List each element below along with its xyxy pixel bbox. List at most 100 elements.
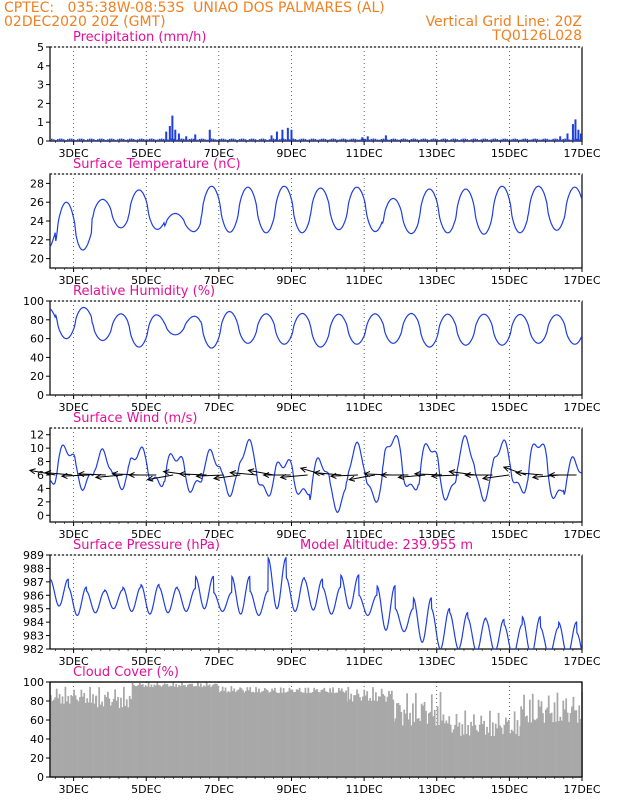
wind-arrow-head [279, 473, 287, 480]
x-tick-label: 5DEC [131, 528, 161, 541]
cloud-bar [459, 735, 462, 777]
precip-bar [200, 138, 203, 141]
cloud-bar [388, 690, 390, 777]
wind-arrow [45, 472, 73, 476]
cloud-bar [298, 687, 301, 777]
cloud-bar [146, 686, 148, 777]
precip-bar [470, 139, 473, 141]
cloud-bar [537, 699, 540, 777]
precip-bar [346, 139, 349, 141]
cloud-bar [571, 706, 573, 777]
cloud-bar [441, 720, 443, 777]
cloud-bar [68, 703, 71, 777]
cloud-bar [218, 692, 221, 777]
precip-bar [342, 138, 345, 141]
panel-title: Relative Humidity (%) [73, 284, 215, 299]
precip-bar [196, 139, 199, 141]
precip-bar [476, 139, 479, 141]
cloud-bar [240, 688, 243, 777]
precip-bar [316, 139, 319, 141]
cloud-bar [201, 687, 204, 777]
precip-bar [304, 139, 307, 141]
precip-bar [156, 139, 159, 141]
cloud-bar [214, 683, 217, 777]
precip-bar [426, 139, 429, 141]
cloud-bar [458, 722, 461, 777]
wind-arrow [516, 472, 543, 476]
cloud-bar [52, 699, 55, 777]
precip-bar [104, 139, 107, 141]
cloud-bar [386, 696, 389, 777]
cloud-bar [237, 689, 240, 777]
precip-bar [506, 138, 508, 141]
cloud-bar [186, 684, 189, 777]
x-tick-label: 3DEC [59, 147, 89, 160]
cloud-bar [512, 731, 515, 777]
x-tick-label: 11DEC [346, 783, 383, 796]
cloud-bar [333, 692, 336, 777]
precip-bar [490, 139, 493, 141]
cloud-bar [239, 687, 241, 777]
y-tick-label: 4 [37, 60, 44, 73]
precip-bar [160, 138, 163, 141]
precip-bar [312, 138, 315, 141]
series-line [50, 555, 582, 649]
y-tick-label: 1 [37, 116, 44, 129]
cloud-bar [301, 692, 304, 777]
cloud-bar [77, 701, 80, 777]
panel-subtitle: Model Altitude: 239.955 m [300, 538, 473, 553]
precip-bar [102, 139, 105, 141]
cloud-bar [542, 713, 544, 777]
header-date-line: 02DEC2020 20Z (GMT) [4, 14, 166, 30]
cloud-bar [433, 709, 436, 777]
cloud-bar [169, 685, 172, 777]
precip-bar [266, 140, 269, 141]
x-tick-label: 9DEC [276, 401, 306, 414]
precip-bar [308, 139, 311, 141]
cloud-bar [566, 712, 569, 777]
y-tick-label: 26 [30, 196, 44, 209]
precip-bar [298, 139, 301, 141]
cloud-bar [429, 711, 432, 777]
precip-bar [94, 139, 97, 141]
cloud-bar [426, 723, 429, 777]
cloud-bar [515, 733, 517, 777]
x-tick-label: 5DEC [131, 147, 161, 160]
precip-bar [88, 138, 91, 141]
precip-bar [336, 139, 339, 141]
precip-bar [378, 139, 381, 141]
cloud-bar [175, 684, 178, 777]
precip-bar [422, 138, 425, 141]
cloud-bar [563, 709, 566, 777]
cloud-bar [324, 691, 327, 777]
cloud-bar [230, 686, 233, 777]
cloud-bar [234, 692, 237, 777]
x-tick-label: 9DEC [276, 147, 306, 160]
precip-bar [354, 138, 357, 141]
x-tick-label: 7DEC [204, 655, 234, 668]
cloud-bar [70, 695, 73, 777]
cloud-bar [523, 694, 525, 777]
cloud-bar [397, 702, 400, 777]
precip-bar [548, 139, 550, 141]
precip-bar [228, 139, 231, 141]
cloud-bar [321, 689, 324, 777]
precip-bar [70, 138, 73, 141]
cloud-bar [337, 687, 340, 777]
cloud-bar [357, 693, 360, 777]
y-tick-label: 40 [30, 733, 44, 746]
cloud-bar [350, 693, 353, 777]
cloud-bar [89, 686, 91, 777]
y-tick-label: 5 [37, 41, 44, 54]
precip-bar [174, 129, 177, 141]
cloud-bar [490, 736, 493, 777]
x-tick-label: 15DEC [491, 401, 528, 414]
precip-bar [188, 138, 191, 141]
precip-bar [272, 138, 275, 141]
wind-arrow [330, 474, 359, 477]
precip-bar [352, 138, 355, 141]
cloud-bar [409, 712, 411, 777]
precip-bar [448, 140, 451, 141]
precip-bar [386, 139, 389, 141]
cloud-bar [339, 690, 342, 777]
